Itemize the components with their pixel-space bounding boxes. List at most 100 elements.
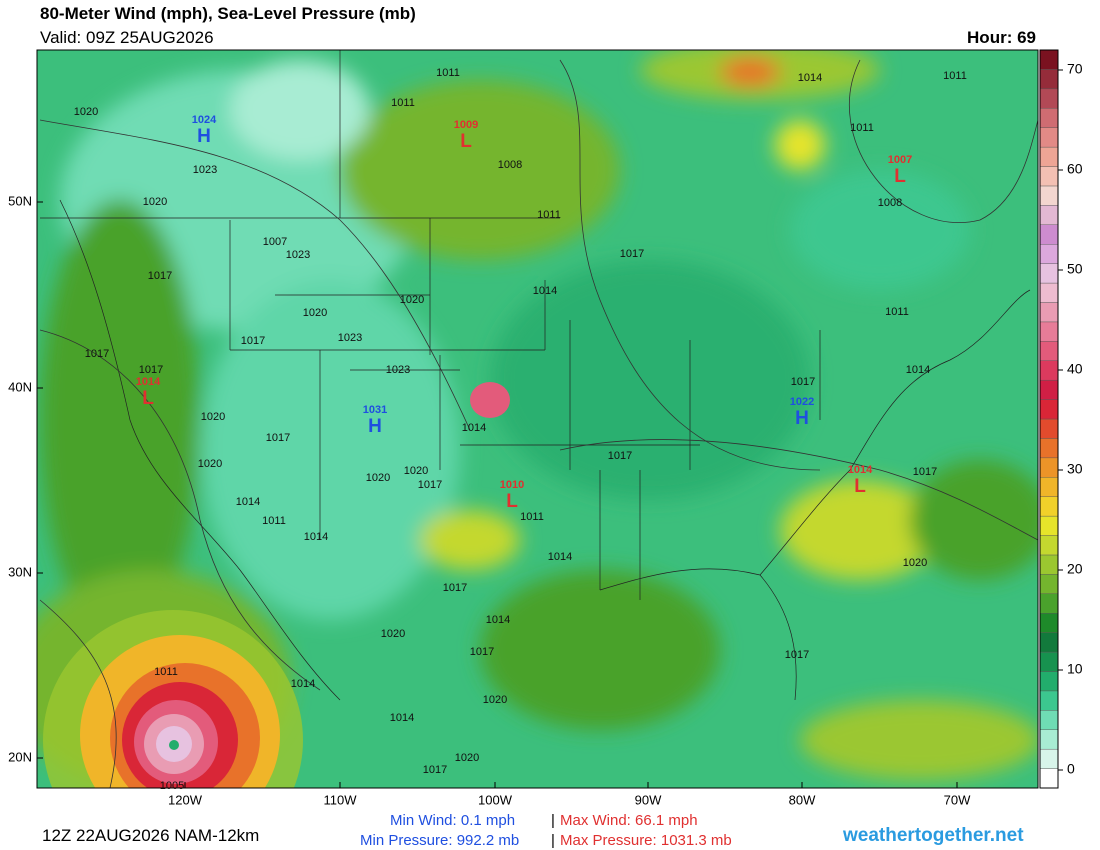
colorbar-band [1039, 768, 1059, 789]
isobar-label: 1020 [381, 628, 405, 640]
isobar-label: 1014 [798, 72, 822, 84]
isobar-label: 1017 [139, 364, 163, 376]
min-wind: Min Wind: 0.1 mph [390, 812, 516, 829]
isobars [39, 59, 1038, 788]
colorbar-label: 50 [1067, 261, 1083, 277]
colorbar-band [1039, 224, 1059, 245]
colorbar-band [1039, 593, 1059, 614]
colorbar-band [1039, 108, 1059, 128]
colorbar-band [1039, 263, 1059, 284]
colorbar-band [1039, 205, 1059, 225]
isobar-label: 1011 [943, 70, 967, 82]
lon-label: 120W [168, 792, 203, 807]
colorbar-label: 40 [1067, 361, 1083, 377]
isobar-label: 1017 [423, 764, 447, 776]
isobar-label: 1020 [366, 472, 390, 484]
colorbar-band [1039, 690, 1059, 711]
isobar-label: 1020 [483, 694, 507, 706]
colorbar-band [1039, 671, 1059, 692]
lon-label: 110W [324, 792, 358, 807]
isobar-label: 1011 [262, 515, 286, 527]
isobar-label: 1020 [400, 294, 424, 306]
isobar-label: 1020 [201, 411, 225, 423]
colorbar-band [1039, 360, 1059, 381]
colorbar-band [1039, 496, 1059, 517]
wind-field [37, 50, 1038, 788]
isobar-label: 1008 [498, 159, 522, 171]
center-letter: H [197, 126, 211, 147]
isobar-label: 1020 [455, 752, 479, 764]
center-letter: L [142, 388, 154, 409]
center-value: 1022 [790, 396, 814, 408]
isobar-label: 1017 [791, 376, 815, 388]
colorbar-label: 10 [1067, 661, 1083, 677]
lat-label: 30N [8, 564, 32, 579]
colorbar-band [1039, 554, 1059, 575]
isobar-label: 1017 [266, 432, 290, 444]
colorbar-band [1039, 282, 1059, 303]
isobar-label: 1020 [74, 106, 98, 118]
isobar-label: 1014 [236, 496, 260, 508]
isobar-label: 1017 [418, 479, 442, 491]
colorbar-band [1039, 49, 1059, 70]
isobar-label: 1014 [486, 614, 510, 626]
colorbar-label: 30 [1067, 461, 1083, 477]
isobar-label: 1017 [785, 649, 809, 661]
isobar-label: 1017 [620, 248, 644, 260]
lat-label: 50N [8, 193, 32, 208]
colorbar-label: 20 [1067, 561, 1083, 577]
colorbar-band [1039, 457, 1059, 478]
center-letter: L [894, 166, 906, 187]
title: 80-Meter Wind (mph), Sea-Level Pressure … [40, 4, 416, 23]
isobar-label: 1014 [304, 531, 328, 543]
boundaries [40, 50, 1031, 701]
center-value: 1009 [454, 119, 478, 131]
forecast-hour: Hour: 69 [967, 28, 1036, 47]
lat-label: 20N [8, 749, 32, 764]
colorbar-label: 60 [1067, 161, 1083, 177]
center-value: 1010 [500, 479, 524, 491]
colorbar-band [1039, 88, 1059, 109]
colorbar-band [1039, 710, 1059, 730]
isobar-label: 1023 [193, 164, 217, 176]
isobar-label: 1020 [303, 307, 327, 319]
isobar-label: 1007 [263, 236, 287, 248]
isobar-label: 1023 [286, 249, 310, 261]
isobar-label: 1014 [906, 364, 930, 376]
isobar-label: 1011 [436, 67, 460, 79]
colorbar-band [1039, 418, 1059, 439]
isobar-label: 1023 [386, 364, 410, 376]
isobar-label: 1017 [443, 582, 467, 594]
isobar-label: 1020 [404, 465, 428, 477]
colorbar-band [1039, 574, 1059, 594]
isobar-label: 1020 [143, 196, 167, 208]
colorbar-band [1039, 166, 1059, 187]
isobar-label: 1020 [903, 557, 927, 569]
isobar-label: 1011 [391, 97, 415, 109]
colorbar-band [1039, 748, 1059, 769]
colorbar-band [1039, 244, 1059, 264]
center-value: 1014 [136, 376, 161, 388]
colorbar-label: 70 [1067, 61, 1083, 77]
isobar-label: 1017 [608, 450, 632, 462]
isobar-label: 1011 [520, 511, 544, 523]
isobar-label: 1017 [241, 335, 265, 347]
center-letter: L [854, 476, 866, 497]
model-run: 12Z 22AUG2026 NAM-12km [42, 826, 260, 845]
center-letter: H [368, 416, 382, 437]
isobar-label: 1011 [154, 666, 178, 678]
center-value: 1014 [848, 464, 873, 476]
colorbar-band [1039, 399, 1059, 420]
isobar-label: 1011 [850, 122, 874, 134]
isobar-label: 1014 [462, 422, 486, 434]
lon-label: 90W [635, 792, 662, 807]
center-letter: H [795, 408, 809, 429]
colorbar-band [1039, 302, 1059, 323]
isobar-label: 1011 [537, 209, 561, 221]
colorbar-label: 0 [1067, 761, 1075, 777]
center-letter: L [460, 131, 472, 152]
center-value: 1007 [888, 154, 912, 166]
isobar-label: 1017 [470, 646, 494, 658]
lon-label: 100W [478, 792, 513, 807]
